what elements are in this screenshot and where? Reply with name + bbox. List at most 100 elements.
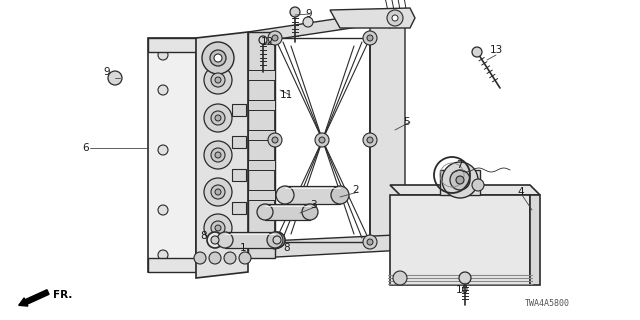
Bar [248, 130, 275, 140]
Text: 8: 8 [283, 243, 290, 253]
Circle shape [272, 35, 278, 41]
Circle shape [303, 17, 313, 27]
Circle shape [268, 133, 282, 147]
Circle shape [459, 272, 471, 284]
Text: 1: 1 [240, 243, 246, 253]
Circle shape [315, 133, 329, 147]
Circle shape [224, 252, 236, 264]
Circle shape [267, 232, 283, 248]
Polygon shape [440, 170, 480, 195]
Polygon shape [390, 195, 530, 285]
Circle shape [367, 137, 373, 143]
Bar [248, 160, 275, 170]
Polygon shape [370, 10, 405, 250]
Circle shape [272, 239, 278, 245]
Circle shape [367, 239, 373, 245]
Text: 11: 11 [280, 90, 293, 100]
Text: 8: 8 [200, 231, 207, 241]
Circle shape [158, 205, 168, 215]
Circle shape [204, 141, 232, 169]
Bar [248, 100, 275, 110]
Text: 12: 12 [261, 37, 275, 47]
Polygon shape [196, 32, 248, 278]
Circle shape [215, 189, 221, 195]
Text: 3: 3 [310, 200, 317, 210]
Circle shape [204, 178, 232, 206]
Circle shape [204, 104, 232, 132]
FancyArrow shape [19, 290, 49, 306]
Text: 9: 9 [305, 9, 312, 19]
Circle shape [269, 232, 285, 248]
Circle shape [290, 7, 300, 17]
Polygon shape [390, 185, 540, 195]
Bar [232, 202, 246, 214]
Text: 5: 5 [403, 117, 410, 127]
Circle shape [472, 47, 482, 57]
Text: 7: 7 [456, 160, 463, 170]
Circle shape [158, 250, 168, 260]
Circle shape [158, 85, 168, 95]
Circle shape [211, 73, 225, 87]
Circle shape [272, 137, 278, 143]
Circle shape [211, 148, 225, 162]
Text: 10: 10 [456, 285, 469, 295]
Polygon shape [148, 38, 196, 272]
Circle shape [217, 232, 233, 248]
Bar [232, 169, 246, 181]
Circle shape [211, 236, 219, 244]
Bar [285, 186, 340, 204]
Circle shape [108, 71, 122, 85]
Circle shape [268, 31, 282, 45]
Circle shape [367, 35, 373, 41]
Circle shape [456, 176, 464, 184]
Circle shape [210, 50, 226, 66]
Circle shape [215, 115, 221, 121]
Bar [232, 104, 246, 116]
Text: FR.: FR. [53, 290, 72, 300]
Circle shape [259, 36, 267, 44]
Polygon shape [330, 8, 415, 28]
Circle shape [387, 10, 403, 26]
Circle shape [363, 235, 377, 249]
Circle shape [158, 50, 168, 60]
Bar [232, 136, 246, 148]
Text: 6: 6 [82, 143, 88, 153]
Text: 13: 13 [490, 45, 503, 55]
Polygon shape [248, 32, 275, 258]
Circle shape [268, 235, 282, 249]
Circle shape [209, 252, 221, 264]
Circle shape [363, 133, 377, 147]
Circle shape [158, 145, 168, 155]
Polygon shape [248, 10, 405, 42]
Circle shape [331, 186, 349, 204]
Circle shape [215, 152, 221, 158]
Text: 9: 9 [103, 67, 109, 77]
Circle shape [392, 15, 398, 21]
Circle shape [273, 236, 281, 244]
Circle shape [194, 252, 206, 264]
Bar [225, 232, 275, 248]
Circle shape [450, 170, 470, 190]
Circle shape [319, 137, 325, 143]
Polygon shape [148, 38, 196, 52]
Circle shape [215, 225, 221, 231]
Circle shape [472, 179, 484, 191]
Circle shape [302, 204, 318, 220]
Circle shape [239, 252, 251, 264]
Circle shape [204, 66, 232, 94]
Circle shape [211, 111, 225, 125]
Circle shape [204, 214, 232, 242]
Circle shape [211, 221, 225, 235]
Polygon shape [248, 235, 405, 258]
Circle shape [363, 31, 377, 45]
Circle shape [214, 54, 222, 62]
Circle shape [215, 77, 221, 83]
Text: 4: 4 [517, 187, 524, 197]
Text: 2: 2 [352, 185, 358, 195]
Text: TWA4A5800: TWA4A5800 [525, 299, 570, 308]
Circle shape [257, 204, 273, 220]
Bar [265, 204, 310, 220]
Polygon shape [148, 258, 196, 272]
Bar [248, 190, 275, 200]
Circle shape [393, 271, 407, 285]
